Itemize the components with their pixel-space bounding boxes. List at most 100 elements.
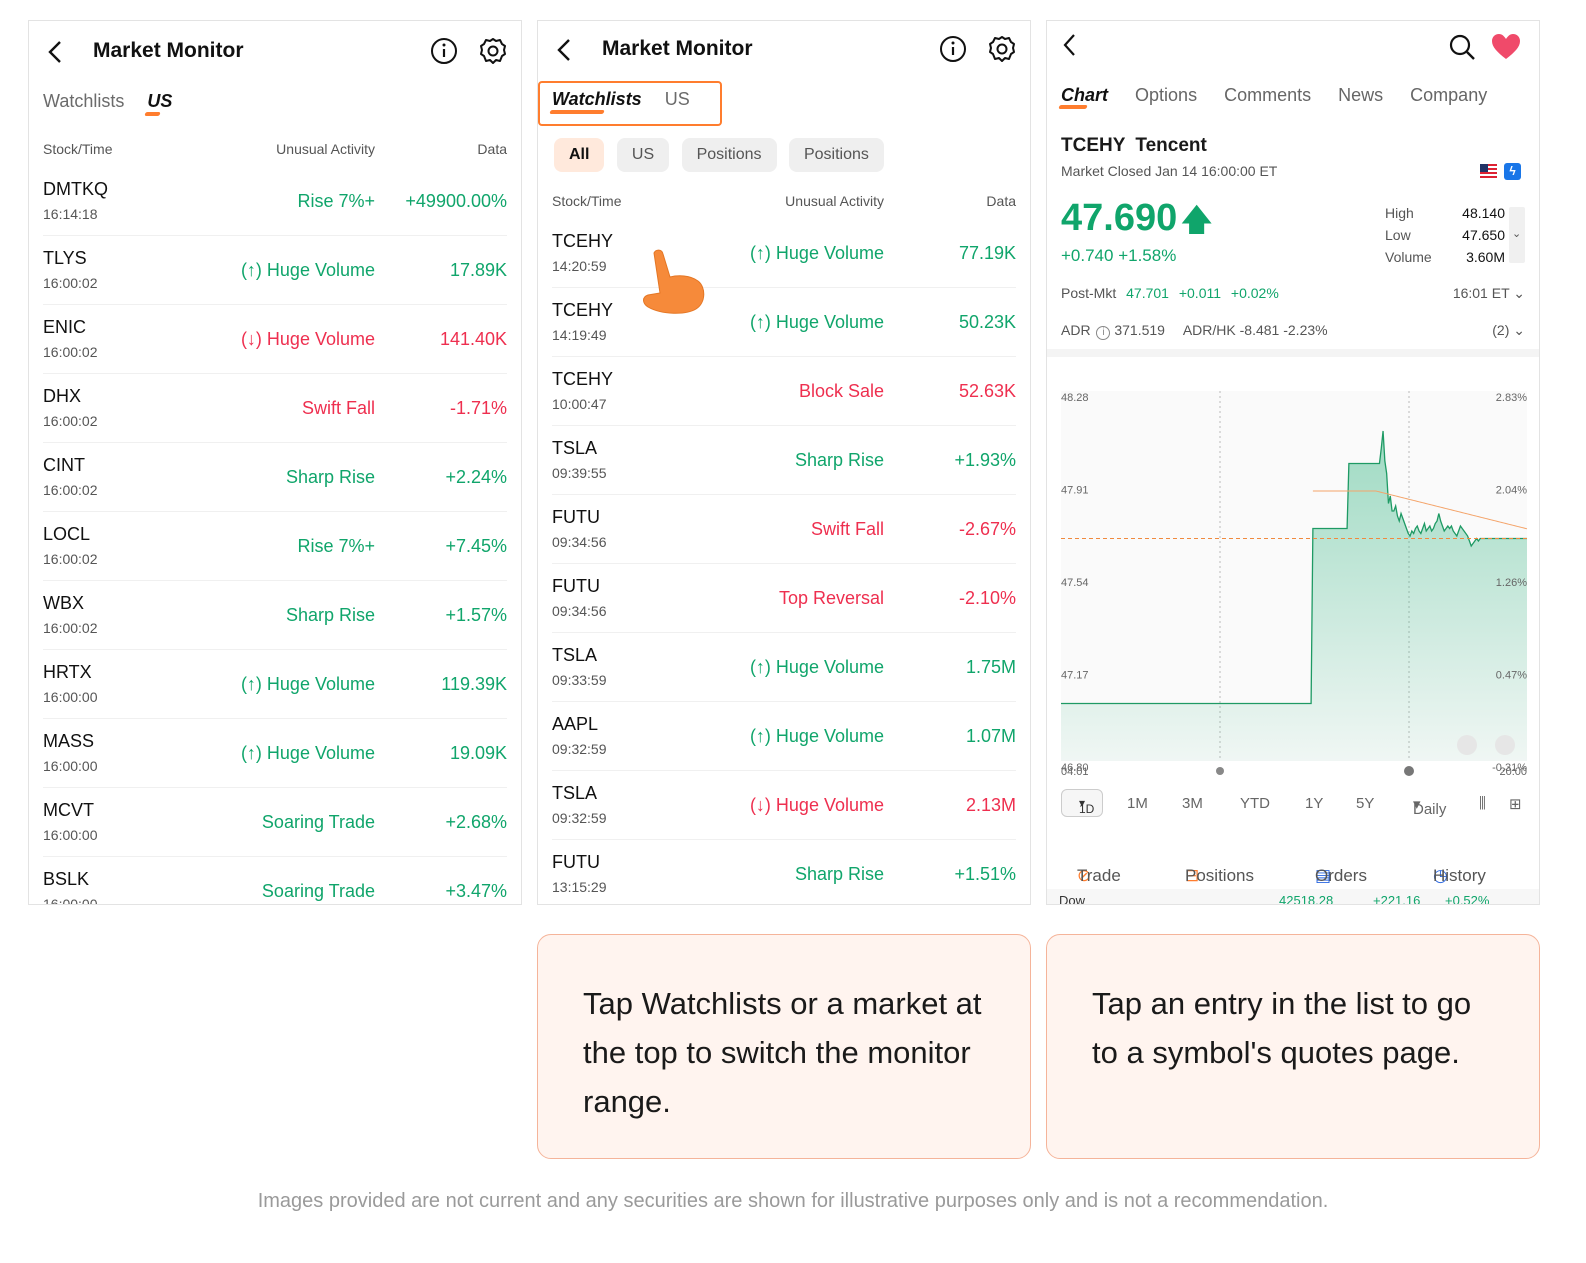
y-tick-label: 47.54 [1061,577,1089,589]
list-item[interactable]: HRTX 16:00:00 (↑) Huge Volume 119.39K [43,650,507,719]
gear-icon[interactable] [478,36,508,66]
chip-positions-2[interactable]: Positions [788,138,884,172]
average-price-line [1312,490,1528,530]
list-item[interactable]: CINT 16:00:02 Sharp Rise +2.24% [43,443,507,512]
col-stock-time: Stock/Time [552,193,622,209]
tab-watchlists[interactable]: Watchlists [43,91,125,111]
stock-symbol: AAPL [552,714,599,734]
col-stock-time: Stock/Time [43,141,113,157]
info-icon[interactable] [938,34,968,64]
list-item[interactable]: DMTKQ 16:14:18 Rise 7%+ +49900.00% [43,167,507,236]
range-3m[interactable]: 3M [1182,795,1203,812]
stock-symbol: DHX [43,386,82,406]
stock-time: 09:34:56 [552,534,607,550]
range-1d[interactable]: 1D ▾ [1061,789,1103,817]
list-item[interactable]: FUTU 13:15:29 Sharp Rise +1.51% [552,840,1016,904]
activity-label: (↑) Huge Volume [240,743,375,763]
chip-positions[interactable]: Positions [681,138,777,172]
lightning-badge-icon: ϟ [1504,163,1521,180]
page-title: Market Monitor [93,39,244,62]
stat-low-value: 47.650 [1462,227,1505,243]
chip-us[interactable]: US [616,138,670,172]
list-item[interactable]: FUTU 09:34:56 Top Reversal -2.10% [552,564,1016,633]
column-header: Stock/Time Unusual Activity Data [43,141,507,161]
list-item[interactable]: TSLA 09:39:55 Sharp Rise +1.93% [552,426,1016,495]
stat-volume-label: Volume [1385,249,1432,265]
list-item[interactable]: TCEHY 14:19:49 (↑) Huge Volume 50.23K [552,288,1016,357]
back-arrow-icon[interactable] [552,35,578,65]
price-line [1061,430,1527,705]
positions-icon: ⊟ [1185,866,1200,885]
list-item[interactable]: TCEHY 10:00:47 Block Sale 52.63K [552,357,1016,426]
adr-count[interactable]: (2) ⌄ [1492,322,1525,338]
info-icon[interactable]: i [1096,326,1111,340]
activity-label: (↑) Huge Volume [240,260,375,280]
tab-watchlists[interactable]: Watchlists [552,89,642,109]
index-value: 42518.28 [1279,893,1334,905]
list-item[interactable]: MCVT 16:00:00 Soaring Trade +2.68% [43,788,507,857]
gear-icon[interactable] [987,34,1017,64]
us-flag-icon [1480,164,1497,179]
back-arrow-icon[interactable] [43,37,69,67]
adr-hk-pct: -2.23% [1283,322,1328,338]
range-1y[interactable]: 1Y [1305,795,1324,812]
tab-options[interactable]: Options [1135,85,1198,105]
activity-label: Sharp Rise [794,864,884,884]
heart-icon[interactable] [1491,33,1521,61]
range-1m[interactable]: 1M [1127,795,1148,812]
tab-news[interactable]: News [1338,85,1384,105]
col-data: Data [477,141,507,157]
tab-us[interactable]: US [147,91,173,111]
range-ytd[interactable]: YTD [1240,795,1270,812]
activity-label: Swift Fall [301,398,375,418]
list-item[interactable]: WBX 16:00:02 Sharp Rise +1.57% [43,581,507,650]
range-daily[interactable]: Daily ▾ [1413,796,1447,818]
activity-value: +1.51% [954,864,1016,884]
adr-row: ADR i 371.519 ADR/HK -8.481 -2.23% (2) ⌄ [1061,322,1525,340]
list-item[interactable]: DHX 16:00:02 Swift Fall -1.71% [43,374,507,443]
range-5y[interactable]: 5Y [1356,795,1375,812]
activity-label: Sharp Rise [285,605,375,625]
y-tick-label: 47.91 [1061,485,1089,497]
activity-value: 1.75M [965,657,1016,677]
moon-icon [1404,766,1414,776]
list-item[interactable]: AAPL 09:32:59 (↑) Huge Volume 1.07M [552,702,1016,771]
stock-symbol: MCVT [43,800,94,820]
tap-hand-icon [643,249,705,314]
company-name: Tencent [1135,135,1207,156]
list-item[interactable]: TSLA 09:33:59 (↑) Huge Volume 1.75M [552,633,1016,702]
stock-time: 09:33:59 [552,672,607,688]
tab-us[interactable]: US [664,89,690,109]
activity-label: (↑) Huge Volume [749,657,884,677]
stock-symbol: CINT [43,455,85,475]
y-right-tick-label: -0.31% [1492,762,1527,774]
tab-company[interactable]: Company [1410,85,1488,105]
post-market-time[interactable]: 16:01 ET ⌄ [1452,285,1525,301]
chip-all[interactable]: All [554,138,605,172]
stock-time: 09:34:56 [552,603,607,619]
quotes-panel: Chart Options Comments News Company TCEH… [1046,20,1540,905]
list-item[interactable]: TSLA 09:32:59 (↓) Huge Volume 2.13M [552,771,1016,840]
list-item[interactable]: TCEHY 14:20:59 (↑) Huge Volume 77.19K [552,219,1016,288]
list-item[interactable]: FUTU 09:34:56 Swift Fall -2.67% [552,495,1016,564]
activity-value: 1.07M [965,726,1016,746]
candlestick-icon[interactable]: ⫼ [1479,795,1486,812]
stock-time: 14:20:59 [552,258,607,274]
grid-icon[interactable]: ⊞ [1509,796,1522,813]
tab-chart[interactable]: Chart [1061,85,1109,105]
intraday-chart[interactable]: 48.28 47.91 47.54 47.17 46.80 2.83% 2.04% 1.26%… [1047,361,1540,781]
index-ticker-row[interactable]: Dow 42518.28 +221.16 +0.52% [1047,889,1539,905]
info-icon[interactable] [429,36,459,66]
activity-value: 52.63K [958,381,1016,401]
search-icon[interactable] [1448,33,1476,61]
list-item[interactable]: LOCL 16:00:02 Rise 7%+ +7.45% [43,512,507,581]
stock-symbol: TSLA [552,783,598,803]
list-item[interactable]: ENIC 16:00:02 (↓) Huge Volume 141.40K [43,305,507,374]
list-item[interactable]: MASS 16:00:00 (↑) Huge Volume 19.09K [43,719,507,788]
tab-comments[interactable]: Comments [1224,85,1312,105]
list-item[interactable]: BSLK 16:00:00 Soaring Trade +3.47% [43,857,507,904]
list-item[interactable]: TLYS 16:00:02 (↑) Huge Volume 17.89K [43,236,507,305]
activity-label: Sharp Rise [285,467,375,487]
back-arrow-icon[interactable] [1059,31,1081,59]
stats-expand-toggle[interactable]: ⌄ [1509,207,1525,263]
